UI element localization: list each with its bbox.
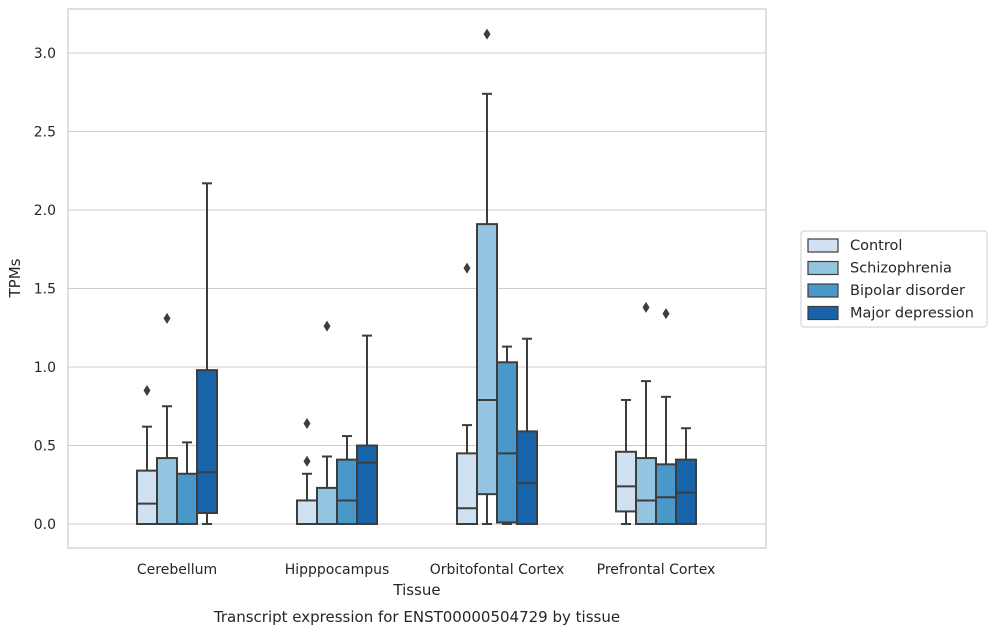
x-axis-ticks: Cerebellum Hipppocampus Orbitofontal Corte… <box>137 562 715 578</box>
box-control <box>456 262 478 526</box>
box-iqr <box>336 458 358 526</box>
box-major-depression <box>516 337 538 525</box>
y-tick-label: 0.0 <box>34 517 56 533</box>
y-tick-label: 3.0 <box>34 46 56 62</box>
grid-lines <box>68 52 766 525</box>
box-iqr <box>516 430 538 525</box>
legend-label: Major depression <box>850 306 974 322</box>
box-iqr <box>316 486 338 526</box>
y-tick-label: 0.5 <box>34 439 56 455</box>
box-plot-area <box>136 28 697 526</box>
y-tick-label: 2.0 <box>34 203 56 219</box>
box-iqr <box>615 450 637 513</box>
legend-swatch <box>807 305 839 321</box>
box-iqr <box>156 457 178 525</box>
y-axis-label: TPMs <box>6 258 24 298</box>
box-iqr <box>296 499 318 526</box>
outlier-marker <box>483 28 491 40</box>
outlier-marker <box>163 312 171 324</box>
box-iqr <box>496 361 518 524</box>
plot-frame <box>67 8 767 549</box>
legend: Control Schizophrenia Bipolar disorder Majo… <box>800 230 988 328</box>
box-control <box>136 385 158 525</box>
outlier-marker <box>642 301 650 313</box>
x-tick-label: Orbitofontal Cortex <box>430 562 565 578</box>
x-axis-label: Tissue <box>392 581 440 599</box>
box-bipolar-disorder <box>176 441 198 526</box>
outlier-marker <box>143 385 151 397</box>
box-iqr <box>655 463 677 525</box>
outlier-marker <box>662 308 670 320</box>
box-bipolar-disorder <box>655 308 677 525</box>
box-iqr <box>456 452 478 526</box>
box-major-depression <box>675 427 697 526</box>
legend-swatch <box>807 238 839 253</box>
outlier-marker <box>323 320 331 332</box>
box-iqr <box>136 469 158 525</box>
box-iqr <box>356 444 378 525</box>
x-tick-label: Cerebellum <box>137 562 217 578</box>
outlier-marker <box>463 262 471 274</box>
box-major-depression <box>196 182 218 525</box>
x-tick-label: Prefrontal Cortex <box>597 562 716 578</box>
legend-label: Bipolar disorder <box>850 283 965 299</box>
box-control <box>615 398 637 525</box>
y-tick-label: 2.5 <box>34 125 56 141</box>
outlier-marker <box>303 418 311 430</box>
legend-swatch <box>807 260 839 276</box>
legend-label: Schizophrenia <box>850 261 952 277</box>
legend-label: Control <box>850 238 902 254</box>
y-tick-label: 1.0 <box>34 360 56 376</box>
box-iqr <box>476 223 498 496</box>
y-axis-ticks: 0.0 0.5 1.0 1.5 2.0 2.5 3.0 <box>34 46 56 533</box>
box-schizophrenia <box>156 312 178 525</box>
x-tick-label: Hipppocampus <box>285 562 390 578</box>
box-iqr <box>176 472 198 526</box>
box-schizophrenia <box>635 301 657 525</box>
legend-swatch <box>807 283 839 298</box>
legend-frame <box>800 230 988 328</box>
box-control <box>296 418 318 526</box>
y-tick-label: 1.5 <box>34 282 56 298</box>
box-bipolar-disorder <box>496 345 518 525</box>
box-schizophrenia <box>316 320 338 526</box>
box-bipolar-disorder <box>336 435 358 526</box>
box-major-depression <box>356 334 378 525</box>
box-iqr <box>196 369 218 515</box>
box-iqr <box>635 457 657 525</box>
box-schizophrenia <box>476 28 498 525</box>
chart-caption: Transcript expression for ENST0000050472… <box>213 608 620 626</box>
outlier-marker <box>303 455 311 467</box>
